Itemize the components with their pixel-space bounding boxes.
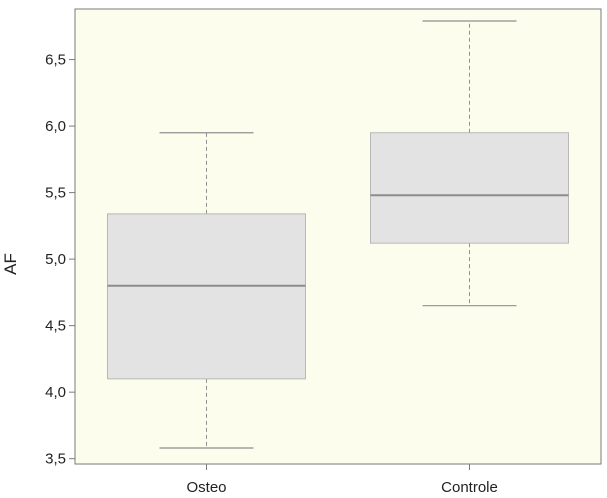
y-axis: 3,5 4,0 4,5 5,0 5,5 6,0 6,5 <box>45 52 75 468</box>
box-osteo <box>107 132 306 449</box>
y-tick-label: 4,0 <box>45 384 66 401</box>
y-axis-title: AF <box>1 253 20 275</box>
x-axis: Osteo Controle <box>186 464 498 496</box>
y-tick-label: 6,0 <box>45 118 66 135</box>
box-controle <box>370 20 569 307</box>
box-iqr <box>370 132 569 244</box>
y-tick-label: 5,5 <box>45 185 66 202</box>
y-tick-label: 4,5 <box>45 318 66 335</box>
boxes-layer <box>107 20 569 449</box>
box-iqr <box>107 213 306 380</box>
y-tick-label: 6,5 <box>45 52 66 69</box>
x-tick-label-controle: Controle <box>441 479 498 496</box>
x-tick-label-osteo: Osteo <box>186 479 226 496</box>
y-tick-label: 5,0 <box>45 251 66 268</box>
y-tick-label: 3,5 <box>45 451 66 468</box>
